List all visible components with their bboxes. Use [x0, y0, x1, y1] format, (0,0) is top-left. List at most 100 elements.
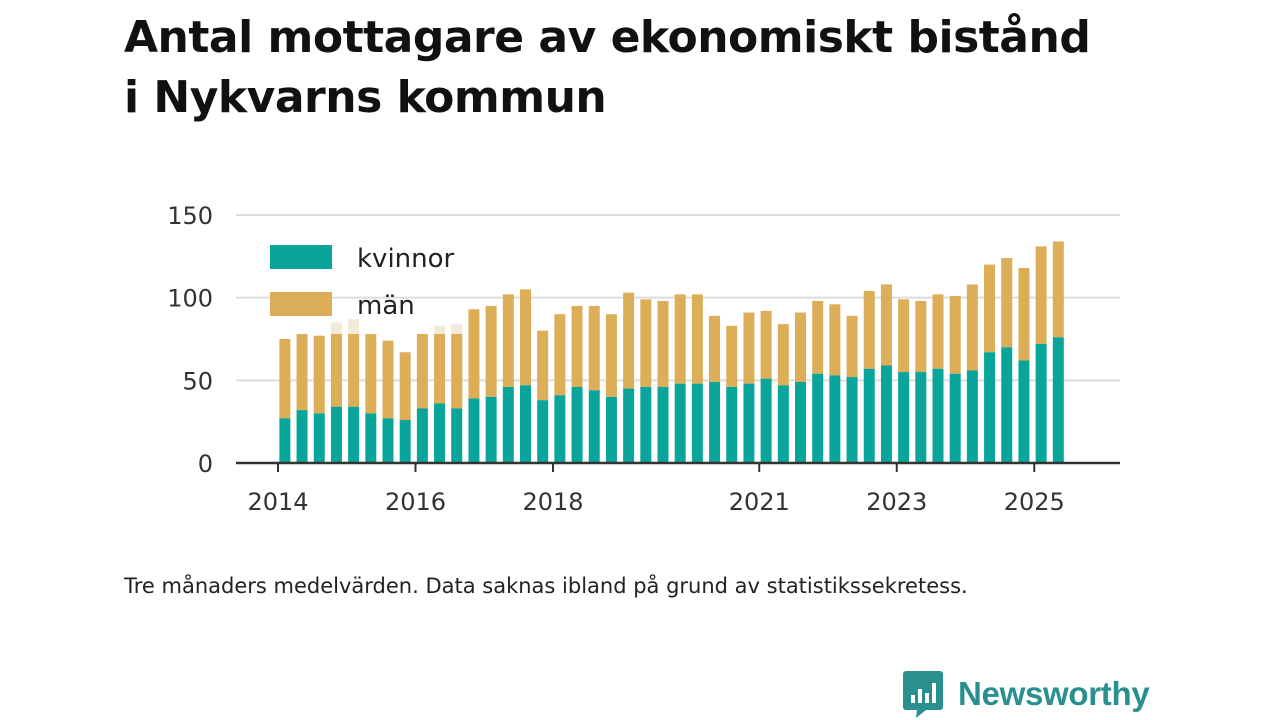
bar-kvinnor-45 [1052, 337, 1064, 463]
bar-kvinnor-37 [915, 372, 927, 463]
bar-man-7 [399, 352, 411, 421]
bar-man-13 [502, 294, 514, 387]
title-line-2: i Nykvarns kommun [124, 72, 607, 123]
bar-man-2 [313, 335, 325, 414]
bar-man-9 [434, 334, 446, 404]
chart-title: Antal mottagare av ekonomiskt bistånd i … [124, 8, 1184, 128]
y-tick-label-150: 150 [167, 202, 213, 230]
bars [279, 241, 1064, 463]
bar-man-6 [382, 340, 394, 419]
bar-man-16 [554, 314, 566, 396]
bar-man-45 [1052, 241, 1064, 338]
bar-kvinnor-36 [898, 372, 910, 463]
stacked-bar-chart: 0 50 100 150 2014 2016 2018 2021 2023 2025 kvinno… [167, 202, 1120, 516]
bar-man-12 [485, 305, 497, 397]
bar-kvinnor-34 [863, 368, 875, 463]
bar-kvinnor-38 [932, 368, 944, 463]
bar-man-44 [1035, 246, 1047, 344]
bar-kvinnor-28 [760, 378, 772, 463]
bar-man-42 [1001, 257, 1013, 348]
bar-kvinnor-30 [795, 381, 806, 463]
bar-kvinnor-14 [520, 385, 531, 463]
bar-man-23 [674, 294, 686, 384]
bar-man-40 [966, 284, 978, 371]
bar-kvinnor-39 [949, 373, 961, 463]
bar-kvinnor-21 [640, 386, 652, 463]
bar-kvinnor-0 [279, 418, 291, 463]
y-tick-label-100: 100 [167, 285, 213, 313]
bar-man-35 [880, 284, 892, 366]
bar-man-11 [468, 309, 480, 399]
bar-man-25 [709, 315, 721, 382]
bar-man-32 [829, 304, 841, 376]
bar-kvinnor-15 [537, 400, 549, 463]
footnote: Tre månaders medelvärden. Data saknas ib… [124, 574, 968, 598]
bar-kvinnor-10 [451, 408, 463, 463]
bar-kvinnor-25 [709, 381, 721, 463]
axes: 0 50 100 150 2014 2016 2018 2021 2023 2025 [167, 202, 1120, 516]
bar-man-28 [760, 310, 772, 379]
bar-kvinnor-40 [966, 370, 978, 463]
x-tick-label-2016: 2016 [385, 488, 446, 516]
x-tick-label-2025: 2025 [1004, 488, 1065, 516]
bar-kvinnor-22 [657, 386, 669, 463]
bar-man-14 [520, 289, 531, 386]
legend-label-kvinnor: kvinnor [357, 244, 455, 274]
bar-kvinnor-31 [812, 373, 824, 463]
bar-kvinnor-1 [296, 410, 308, 463]
bar-kvinnor-23 [674, 383, 686, 463]
bar-man-33 [846, 315, 858, 378]
bar-chart-speech-bubble-icon [903, 671, 943, 718]
bar-man-18 [588, 305, 600, 391]
bar-man-43 [1018, 267, 1030, 361]
bar-man-24 [691, 294, 703, 384]
x-tick-label-2014: 2014 [247, 488, 308, 516]
bar-kvinnor-17 [571, 386, 583, 463]
bar-kvinnor-11 [468, 398, 480, 463]
bar-kvinnor-35 [880, 365, 892, 463]
bar-kvinnor-43 [1018, 360, 1030, 463]
bar-kvinnor-19 [605, 396, 617, 463]
bar-kvinnor-3 [330, 406, 342, 463]
bar-man-31 [812, 300, 824, 374]
brand-logo[interactable]: Newsworthy [902, 668, 1150, 720]
bar-man-3 [330, 334, 342, 407]
y-tick-label-50: 50 [182, 367, 213, 395]
legend-swatch-kvinnor [270, 245, 332, 269]
bar-kvinnor-41 [984, 352, 996, 463]
bar-kvinnor-32 [829, 375, 841, 463]
bar-man-36 [898, 299, 910, 373]
bar-man-29 [777, 324, 789, 386]
x-tick-label-2023: 2023 [866, 488, 927, 516]
bar-man-0 [279, 339, 291, 419]
legend-swatch-man [270, 292, 332, 316]
bar-kvinnor-5 [365, 413, 377, 463]
bar-man-15 [537, 330, 549, 401]
bar-man-41 [984, 264, 996, 353]
bar-kvinnor-27 [743, 383, 755, 463]
bar-kvinnor-16 [554, 395, 566, 463]
x-tick-label-2021: 2021 [729, 488, 790, 516]
legend: kvinnor män [270, 244, 455, 321]
bar-kvinnor-7 [399, 420, 411, 463]
bar-man-30 [795, 312, 806, 382]
legend-label-man: män [357, 291, 415, 321]
bar-kvinnor-18 [588, 390, 600, 463]
bar-man-21 [640, 299, 652, 387]
bar-kvinnor-20 [623, 388, 635, 463]
bar-man-8 [416, 334, 428, 409]
bar-man-10 [451, 334, 463, 409]
bar-kvinnor-8 [416, 408, 428, 463]
bar-man-39 [949, 296, 961, 374]
bar-kvinnor-29 [777, 385, 789, 463]
brand-name: Newsworthy [958, 675, 1150, 712]
x-tick-label-2018: 2018 [522, 488, 583, 516]
bar-kvinnor-42 [1001, 347, 1013, 463]
bar-kvinnor-2 [313, 413, 325, 463]
bar-man-38 [932, 294, 944, 369]
bar-kvinnor-13 [502, 386, 514, 463]
bar-man-26 [726, 325, 738, 387]
bar-kvinnor-6 [382, 418, 394, 463]
bar-man-20 [623, 292, 635, 389]
bar-man-4 [348, 334, 360, 407]
